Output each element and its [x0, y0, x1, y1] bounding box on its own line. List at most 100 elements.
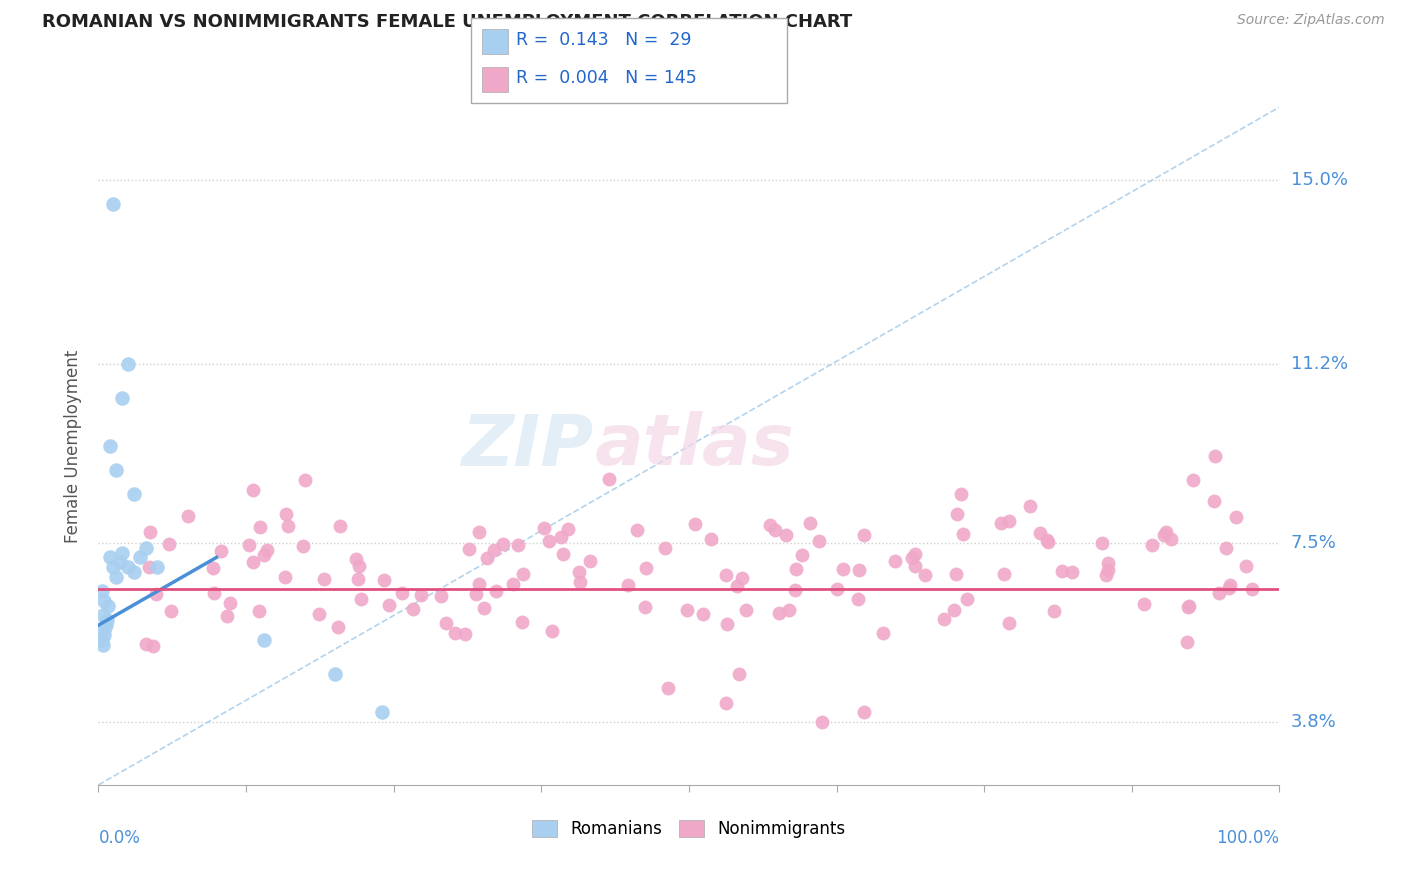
Point: [832, 562, 855, 576]
Point: [932, 612, 955, 626]
Point: [139, 525, 162, 540]
Point: [91, 584, 114, 599]
Point: [852, 706, 875, 720]
Point: [326, 620, 349, 634]
Point: [550, 530, 572, 544]
Point: [846, 591, 869, 606]
Point: [256, 543, 278, 558]
Point: [1208, 586, 1230, 600]
Point: [946, 507, 969, 521]
Point: [274, 570, 297, 584]
Text: R =  0.004   N = 145: R = 0.004 N = 145: [516, 70, 697, 87]
Point: [785, 562, 807, 576]
Point: [464, 586, 486, 600]
Point: [117, 357, 139, 371]
Point: [657, 681, 679, 695]
Point: [553, 547, 575, 561]
Point: [454, 627, 477, 641]
Point: [714, 567, 737, 582]
Point: [872, 626, 894, 640]
Point: [201, 561, 224, 575]
Point: [634, 599, 657, 614]
Point: [219, 596, 242, 610]
Point: [477, 551, 499, 566]
Point: [430, 589, 453, 603]
Point: [1133, 598, 1156, 612]
Point: [277, 518, 299, 533]
Point: [568, 565, 591, 579]
Point: [98, 550, 121, 565]
Point: [993, 566, 1015, 581]
Point: [1218, 582, 1240, 596]
Point: [510, 615, 533, 629]
Point: [1062, 565, 1084, 579]
Point: [91, 638, 114, 652]
Point: [502, 577, 524, 591]
Point: [329, 518, 352, 533]
Point: [378, 598, 401, 612]
Point: [692, 607, 714, 621]
Point: [763, 523, 786, 537]
Point: [768, 606, 790, 620]
Point: [492, 537, 515, 551]
Point: [93, 623, 115, 637]
Point: [792, 548, 814, 562]
Text: Source: ZipAtlas.com: Source: ZipAtlas.com: [1237, 13, 1385, 28]
Point: [1043, 604, 1066, 618]
Point: [142, 639, 165, 653]
Point: [799, 516, 821, 530]
Point: [1234, 558, 1257, 573]
Point: [160, 604, 183, 618]
Point: [111, 545, 134, 559]
Point: [716, 616, 738, 631]
Point: [568, 575, 591, 590]
Point: [1038, 534, 1060, 549]
Point: [1175, 635, 1198, 649]
Point: [122, 487, 145, 501]
Point: [537, 534, 560, 549]
Text: 7.5%: 7.5%: [1291, 533, 1337, 552]
Point: [955, 591, 977, 606]
Text: R =  0.143   N =  29: R = 0.143 N = 29: [516, 31, 692, 49]
Point: [676, 603, 699, 617]
Point: [238, 538, 260, 552]
Point: [901, 550, 924, 565]
Point: [700, 532, 723, 546]
Point: [945, 566, 967, 581]
Point: [91, 608, 114, 623]
Point: [617, 578, 640, 592]
Point: [1204, 449, 1226, 463]
Point: [122, 565, 145, 579]
Point: [482, 542, 505, 557]
Point: [108, 555, 131, 569]
Point: [636, 561, 658, 575]
Text: ZIP: ZIP: [463, 411, 595, 481]
Point: [1177, 600, 1199, 615]
Point: [735, 603, 758, 617]
Point: [105, 570, 128, 584]
Point: [952, 527, 974, 541]
Point: [274, 507, 297, 521]
Text: 11.2%: 11.2%: [1291, 355, 1348, 373]
Point: [292, 539, 315, 553]
Point: [249, 604, 271, 618]
Point: [443, 626, 465, 640]
Point: [157, 537, 180, 551]
Point: [1219, 578, 1241, 592]
Point: [811, 714, 834, 729]
Point: [998, 514, 1021, 528]
Point: [402, 602, 425, 616]
Point: [579, 554, 602, 568]
Point: [209, 544, 232, 558]
Point: [1178, 599, 1201, 613]
Point: [242, 555, 264, 569]
Point: [783, 582, 806, 597]
Point: [93, 594, 115, 608]
Point: [884, 554, 907, 568]
Point: [990, 516, 1012, 530]
Point: [249, 519, 271, 533]
Point: [998, 616, 1021, 631]
Point: [557, 522, 579, 536]
Point: [242, 483, 264, 497]
Point: [778, 603, 800, 617]
